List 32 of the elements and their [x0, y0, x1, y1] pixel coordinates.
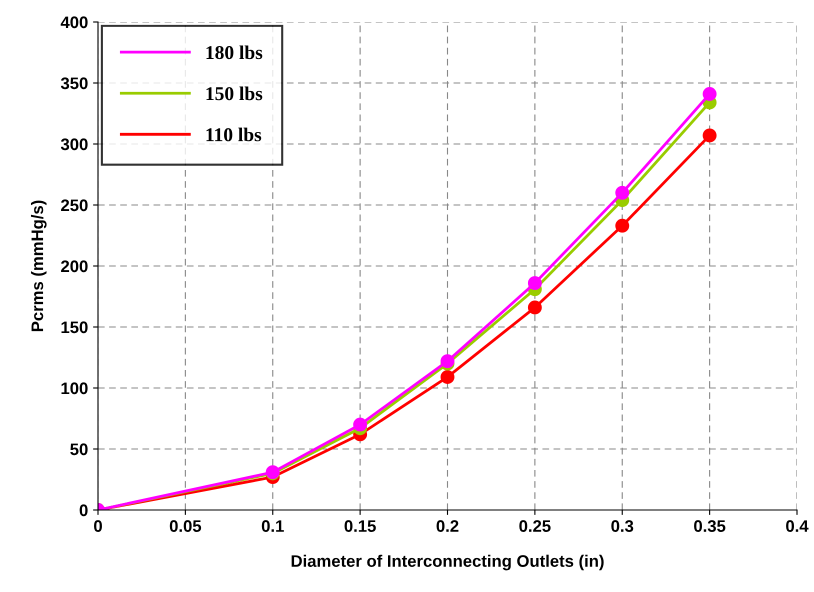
point: [702, 87, 717, 101]
y-tick-label: 150: [62, 321, 88, 334]
y-tick-label: 200: [61, 260, 88, 272]
y-tick-label: 250: [61, 199, 88, 212]
y-tick-label: 400: [60, 16, 88, 28]
x-tick-label: 0.05: [170, 520, 202, 532]
x-tick-label: 0.15: [344, 520, 376, 532]
y-tick-label: 0: [80, 504, 88, 516]
y-tick-label: 100: [62, 382, 88, 394]
x-tick-label: 0.25: [519, 520, 551, 532]
point: [615, 186, 630, 200]
legend-label: 150 lbs: [206, 86, 262, 100]
x-tick-label: 0.3: [611, 520, 634, 532]
point: [702, 128, 717, 142]
y-tick-label: 350: [60, 77, 88, 90]
y-tick-label: 50: [70, 443, 88, 456]
point: [353, 418, 368, 432]
legend-label: 110 lbs: [206, 128, 262, 142]
x-tick-label: 0.2: [436, 520, 458, 532]
y-tick-label: 300: [60, 138, 88, 150]
point: [440, 370, 454, 384]
x-tick-label: 0: [94, 520, 102, 532]
point: [615, 218, 630, 233]
point: [528, 276, 542, 290]
y-axis-title: Pcrms (mmHg/s): [30, 200, 47, 332]
x-axis-title: Diameter of Interconnecting Outlets (in): [292, 554, 604, 570]
point: [528, 300, 542, 314]
x-tick-label: 0.1: [262, 520, 284, 532]
legend-label: 180 lbs: [206, 45, 262, 60]
point: [440, 354, 454, 368]
x-tick-label: 0.4: [786, 520, 808, 532]
x-tick-label: 0.35: [694, 520, 726, 532]
